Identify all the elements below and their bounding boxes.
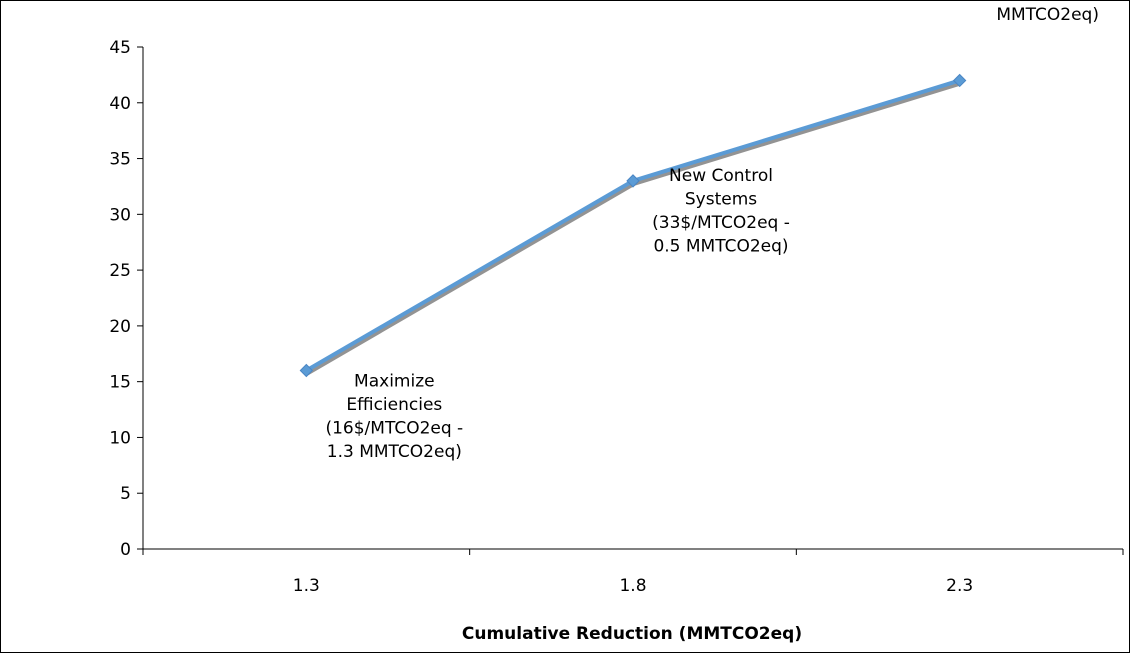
y-tick-label: 25 [109,261,131,281]
data-label-line: (16$/MTCO2eq - [325,419,463,439]
data-label-line: Efficiencies [346,395,442,415]
y-tick-label: 0 [120,540,131,560]
series-line-shadow [307,83,960,373]
x-tick-labels: 1.3 1.8 2.3 [293,576,973,596]
series-line [306,80,959,370]
y-tick-label: 20 [109,317,131,337]
y-tick-label: 45 [109,38,131,58]
data-label-line: MMTCO2eq) [996,5,1099,25]
data-label-line: Maximize [354,372,435,392]
x-axis-title: Cumulative Reduction (MMTCO2eq) [462,624,802,644]
x-tick-label: 1.3 [293,576,320,596]
data-label: Maximize Efficiencies (16$/MTCO2eq - 1.3 MM… [325,372,463,463]
x-tick-label: 1.8 [619,576,646,596]
data-label: New ControlSystemsAdditionalMeasures (42… [977,1,1119,25]
annotations: Maximize Efficiencies (16$/MTCO2eq - 1.3 MM… [325,1,1118,462]
data-label: New Control Systems (33$/MTCO2eq - 0.5 MMTC… [652,166,790,257]
data-label-line: 0.5 MMTCO2eq) [653,236,788,256]
y-tick-label: 40 [109,94,131,114]
y-tick-label: 10 [109,428,131,448]
axes [137,47,1123,555]
y-tick-label: 35 [109,150,131,170]
data-label-line: 1.3 MMTCO2eq) [327,442,462,462]
data-label-line: (33$/MTCO2eq - [652,213,790,233]
y-tick-label: 30 [109,205,131,225]
y-tick-label: 15 [109,373,131,393]
data-label-line: New Control [669,166,773,186]
data-label-line: Systems [685,189,757,209]
y-tick-labels: 0 5 10 15 20 25 30 35 40 45 [109,38,131,560]
y-tick-label: 5 [120,484,131,504]
x-tick-label: 2.3 [946,576,973,596]
series-layer [300,74,965,376]
